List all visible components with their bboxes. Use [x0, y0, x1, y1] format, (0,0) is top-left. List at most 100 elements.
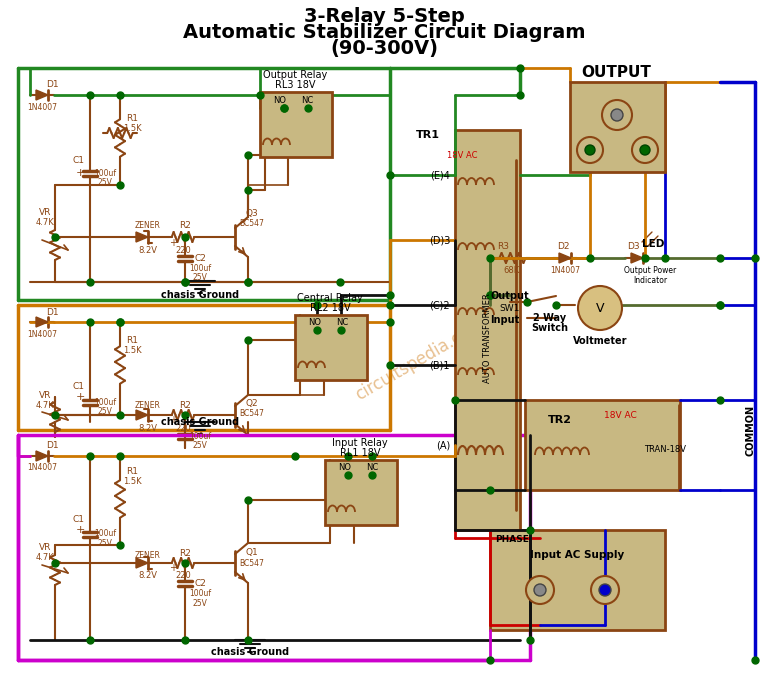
- Text: RL3 18V: RL3 18V: [275, 80, 315, 90]
- Circle shape: [526, 576, 554, 604]
- Polygon shape: [631, 253, 643, 263]
- Circle shape: [602, 100, 632, 130]
- Text: PHASE: PHASE: [495, 535, 529, 544]
- Text: (C)2: (C)2: [429, 300, 450, 310]
- Text: C2: C2: [194, 254, 206, 263]
- Text: (A): (A): [435, 440, 450, 450]
- Text: NO: NO: [339, 463, 352, 471]
- Text: Q2: Q2: [246, 399, 258, 408]
- Text: BC547: BC547: [240, 408, 264, 418]
- Text: BC547: BC547: [240, 558, 264, 567]
- Text: 100uf: 100uf: [94, 397, 116, 406]
- Text: chasis Ground: chasis Ground: [161, 417, 239, 427]
- Polygon shape: [36, 90, 48, 100]
- Text: 25V: 25V: [98, 178, 112, 187]
- Text: ZENER: ZENER: [135, 401, 161, 410]
- Text: R2: R2: [179, 220, 191, 229]
- Polygon shape: [36, 317, 48, 327]
- Text: +: +: [169, 415, 177, 425]
- Text: R1: R1: [126, 335, 138, 344]
- Circle shape: [611, 109, 623, 121]
- Text: 8.2V: 8.2V: [138, 245, 157, 254]
- Polygon shape: [136, 232, 148, 242]
- Text: ZENER: ZENER: [135, 551, 161, 560]
- Text: NC: NC: [301, 95, 313, 105]
- Text: 68K: 68K: [504, 266, 520, 275]
- Text: R1: R1: [126, 468, 138, 477]
- Text: Q3: Q3: [246, 208, 258, 217]
- Text: 3-Relay 5-Step: 3-Relay 5-Step: [303, 6, 465, 26]
- Text: (90-300V): (90-300V): [330, 38, 438, 57]
- Text: Switch: Switch: [531, 323, 568, 333]
- Text: C1: C1: [72, 155, 84, 164]
- Text: (B)1: (B)1: [429, 360, 450, 370]
- Text: 1N4007: 1N4007: [550, 266, 580, 275]
- Bar: [295, 315, 367, 380]
- Text: D1: D1: [45, 307, 58, 316]
- Text: OUTPUT: OUTPUT: [581, 65, 651, 79]
- Polygon shape: [136, 410, 148, 420]
- Text: RL2 18V: RL2 18V: [310, 303, 350, 313]
- Text: R1: R1: [126, 114, 138, 123]
- Text: NO: NO: [309, 318, 322, 326]
- Text: +: +: [169, 563, 177, 573]
- Text: R3: R3: [497, 241, 509, 250]
- Text: RL1 18V: RL1 18V: [339, 448, 380, 458]
- Text: +: +: [169, 238, 177, 248]
- Text: 25V: 25V: [193, 599, 207, 608]
- Text: 1N4007: 1N4007: [27, 102, 57, 112]
- Bar: [455, 130, 520, 530]
- Text: Indicator: Indicator: [633, 275, 667, 284]
- Text: VR: VR: [39, 208, 51, 217]
- Text: NC: NC: [366, 463, 378, 471]
- Text: 100uf: 100uf: [94, 530, 116, 539]
- Text: TRAN-18V: TRAN-18V: [644, 445, 686, 454]
- Text: 4.7K: 4.7K: [35, 401, 55, 410]
- Text: Output: Output: [490, 291, 528, 301]
- Text: 1.5K: 1.5K: [123, 123, 141, 132]
- Text: D3: D3: [627, 241, 639, 250]
- Text: 8.2V: 8.2V: [138, 424, 157, 433]
- Polygon shape: [559, 253, 571, 263]
- Text: R2: R2: [179, 549, 191, 558]
- Bar: [525, 400, 680, 490]
- Text: COMMON: COMMON: [745, 404, 755, 456]
- Text: circuitspedia.com: circuitspedia.com: [352, 316, 488, 404]
- Bar: [490, 530, 665, 630]
- Text: NC: NC: [336, 318, 348, 326]
- Text: C1: C1: [72, 516, 84, 525]
- Text: 1N4007: 1N4007: [27, 464, 57, 473]
- Text: chasis Ground: chasis Ground: [211, 647, 289, 657]
- Text: BC547: BC547: [240, 218, 264, 227]
- Polygon shape: [36, 451, 48, 461]
- Text: Q1: Q1: [246, 548, 258, 556]
- Text: SW1: SW1: [500, 303, 520, 312]
- Text: Output Relay: Output Relay: [263, 70, 327, 80]
- Text: D1: D1: [45, 79, 58, 89]
- Bar: [570, 82, 665, 172]
- Text: +: +: [75, 392, 84, 402]
- Polygon shape: [136, 558, 148, 568]
- Text: 25V: 25V: [193, 273, 207, 282]
- Text: 100uf: 100uf: [94, 169, 116, 178]
- Text: 25V: 25V: [98, 539, 112, 548]
- Circle shape: [578, 286, 622, 330]
- Text: TR1: TR1: [416, 130, 440, 140]
- Text: Input AC Supply: Input AC Supply: [530, 550, 624, 560]
- Text: chasis Ground: chasis Ground: [161, 290, 239, 300]
- Circle shape: [591, 576, 619, 604]
- Bar: [260, 92, 332, 157]
- Text: 2 Way: 2 Way: [534, 313, 567, 323]
- Text: +: +: [75, 525, 84, 535]
- Circle shape: [585, 145, 595, 155]
- Circle shape: [599, 584, 611, 596]
- Text: C2: C2: [194, 579, 206, 588]
- Circle shape: [534, 584, 546, 596]
- Text: D2: D2: [557, 241, 569, 250]
- Text: D1: D1: [45, 441, 58, 450]
- Text: 220: 220: [175, 572, 191, 581]
- Text: 4.7K: 4.7K: [35, 217, 55, 227]
- Text: 220: 220: [175, 245, 191, 254]
- Text: 100uf: 100uf: [189, 431, 211, 441]
- Text: 1.5K: 1.5K: [123, 477, 141, 487]
